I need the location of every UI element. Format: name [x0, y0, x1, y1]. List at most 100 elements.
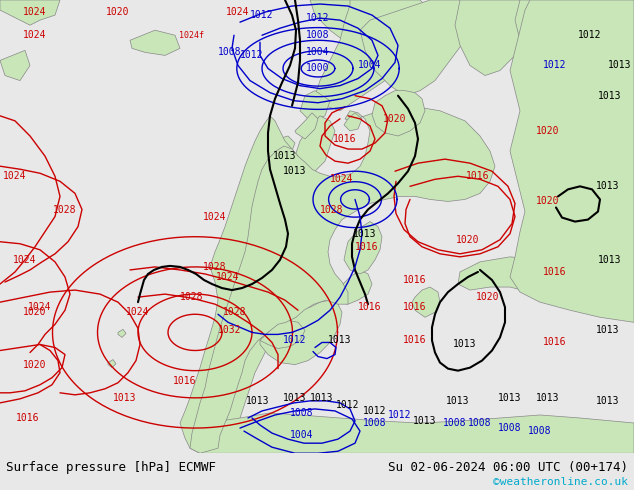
Text: 1028: 1028: [53, 204, 77, 215]
Polygon shape: [295, 116, 335, 171]
Text: 1012: 1012: [578, 30, 602, 40]
Text: 1024: 1024: [3, 172, 27, 181]
Polygon shape: [200, 413, 634, 453]
Text: 1016: 1016: [466, 172, 489, 181]
Polygon shape: [344, 221, 382, 274]
Text: 1013: 1013: [328, 336, 352, 345]
Text: 1012: 1012: [283, 336, 307, 345]
Text: 1016: 1016: [358, 302, 382, 312]
Text: 1024: 1024: [216, 272, 240, 282]
Text: Su 02-06-2024 06:00 UTC (00+174): Su 02-06-2024 06:00 UTC (00+174): [387, 461, 628, 474]
Polygon shape: [190, 106, 495, 453]
Text: 1016: 1016: [173, 376, 197, 386]
Polygon shape: [412, 287, 440, 318]
Text: 1004: 1004: [290, 430, 314, 440]
Polygon shape: [130, 30, 180, 55]
Text: 1024: 1024: [29, 302, 52, 312]
Text: 1008: 1008: [218, 48, 242, 57]
Text: 1024: 1024: [23, 30, 47, 40]
Polygon shape: [455, 0, 525, 75]
Text: 1024: 1024: [330, 174, 354, 184]
Text: 1012: 1012: [306, 13, 330, 23]
Text: 1013: 1013: [310, 393, 333, 403]
Polygon shape: [315, 0, 430, 111]
Text: 1028: 1028: [320, 204, 344, 215]
Polygon shape: [360, 0, 470, 96]
Polygon shape: [0, 50, 30, 80]
Text: 1008: 1008: [443, 418, 467, 428]
Text: 1024: 1024: [226, 7, 250, 17]
Text: 1008: 1008: [290, 408, 314, 418]
Text: 1004: 1004: [358, 60, 382, 71]
Text: 1013: 1013: [283, 166, 307, 176]
Polygon shape: [510, 0, 634, 322]
Text: 1020: 1020: [23, 360, 47, 369]
Polygon shape: [0, 0, 60, 25]
Text: 1020: 1020: [383, 114, 407, 124]
Text: 1013: 1013: [453, 340, 477, 349]
Text: 1008: 1008: [306, 30, 330, 40]
Text: 1013: 1013: [598, 255, 622, 265]
Text: 1016: 1016: [403, 302, 427, 312]
Text: 1013: 1013: [596, 396, 620, 406]
Text: 1013: 1013: [598, 91, 622, 100]
Text: Surface pressure [hPa] ECMWF: Surface pressure [hPa] ECMWF: [6, 461, 216, 474]
Polygon shape: [180, 116, 320, 453]
Text: 1024: 1024: [23, 7, 47, 17]
Text: 1028: 1028: [204, 262, 227, 272]
Polygon shape: [260, 320, 305, 348]
Text: 1008: 1008: [528, 426, 552, 436]
Polygon shape: [300, 91, 330, 121]
Text: 1032: 1032: [218, 325, 242, 335]
Text: 1000: 1000: [306, 64, 330, 74]
Text: 1012: 1012: [250, 10, 274, 20]
Text: 1012: 1012: [388, 410, 411, 420]
Text: 1013: 1013: [498, 393, 522, 403]
Text: 1004: 1004: [306, 48, 330, 57]
Text: 1028: 1028: [180, 292, 204, 302]
Text: 1016: 1016: [543, 267, 567, 277]
Polygon shape: [330, 270, 372, 304]
Text: 1013: 1013: [446, 396, 470, 406]
Text: 1016: 1016: [16, 413, 40, 423]
Text: 1008: 1008: [363, 418, 387, 428]
Polygon shape: [458, 257, 580, 297]
Polygon shape: [270, 136, 295, 161]
Polygon shape: [260, 300, 342, 365]
Polygon shape: [515, 0, 634, 86]
Polygon shape: [372, 91, 425, 136]
Text: 1013: 1013: [353, 229, 377, 239]
Text: ©weatheronline.co.uk: ©weatheronline.co.uk: [493, 477, 628, 487]
Text: 1016: 1016: [333, 134, 357, 144]
Text: 1013: 1013: [113, 393, 137, 403]
Text: 1013: 1013: [596, 181, 620, 191]
Text: 1020: 1020: [476, 292, 500, 302]
Text: 1013: 1013: [413, 416, 437, 426]
Text: 1016: 1016: [543, 338, 567, 347]
Text: 1012: 1012: [336, 400, 359, 410]
Polygon shape: [295, 113, 318, 139]
Text: 1013: 1013: [246, 396, 269, 406]
Text: 1016: 1016: [403, 275, 427, 285]
Text: 1013: 1013: [608, 60, 631, 71]
Text: 1024: 1024: [126, 307, 150, 317]
Polygon shape: [344, 113, 362, 131]
Polygon shape: [310, 0, 375, 46]
Polygon shape: [108, 360, 116, 368]
Text: 1008: 1008: [498, 423, 522, 433]
Text: 1024f: 1024f: [179, 31, 205, 40]
Text: 1013: 1013: [273, 151, 297, 161]
Text: 1012: 1012: [363, 406, 387, 416]
Text: 1013: 1013: [536, 393, 560, 403]
Text: 1020: 1020: [456, 235, 480, 245]
Text: 1020: 1020: [107, 7, 130, 17]
Text: 1020: 1020: [536, 126, 560, 136]
Text: 1013: 1013: [596, 325, 620, 335]
Text: 1016: 1016: [355, 242, 378, 252]
Text: 1013: 1013: [283, 393, 307, 403]
Text: 1020: 1020: [536, 196, 560, 206]
Text: 1020: 1020: [23, 307, 47, 317]
Text: 1012: 1012: [543, 60, 567, 71]
Polygon shape: [118, 329, 126, 338]
Text: 1012: 1012: [240, 50, 264, 60]
